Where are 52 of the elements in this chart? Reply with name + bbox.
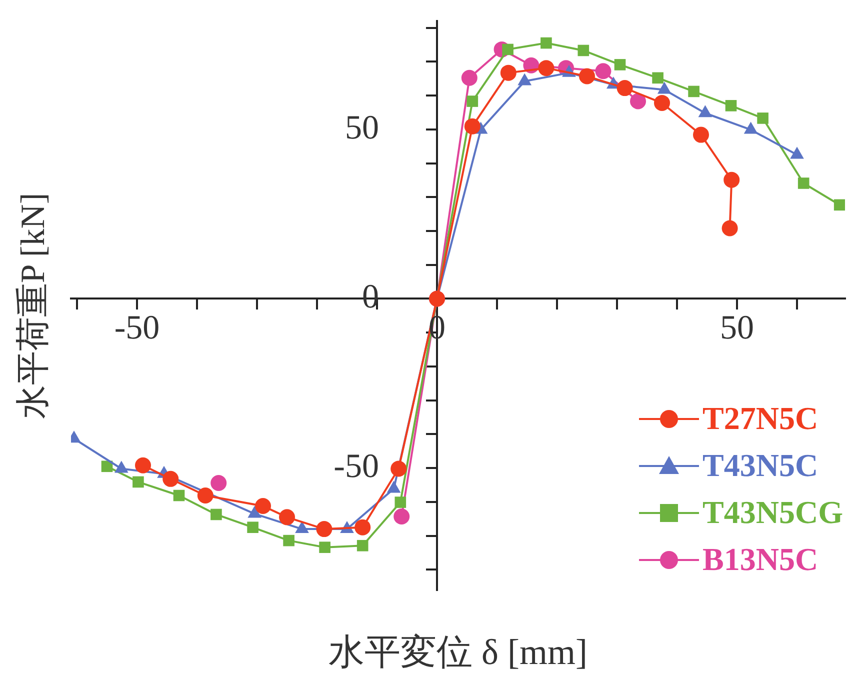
- point: [798, 178, 810, 189]
- point: [210, 508, 222, 520]
- point: [461, 70, 478, 86]
- legend-label: B13N5C: [702, 541, 818, 578]
- point: [132, 476, 144, 488]
- point: [693, 126, 709, 143]
- point: [173, 490, 185, 502]
- point: [579, 68, 595, 84]
- point: [538, 60, 554, 76]
- point: [757, 112, 768, 124]
- point: [464, 118, 480, 134]
- x-tick-label: 50: [720, 310, 754, 347]
- y-tick-label: -50: [334, 448, 379, 485]
- point: [316, 521, 332, 538]
- point: [101, 460, 113, 472]
- point: [500, 64, 516, 81]
- point: [283, 534, 294, 546]
- point: [502, 44, 514, 56]
- point: [319, 542, 330, 553]
- y-tick-label: 50: [345, 109, 379, 146]
- point: [652, 72, 664, 84]
- point: [578, 44, 590, 56]
- point: [354, 519, 371, 536]
- point: [135, 457, 151, 474]
- point: [394, 508, 410, 525]
- point: [356, 540, 368, 552]
- point: [394, 496, 406, 508]
- point: [466, 96, 478, 107]
- point: [595, 63, 612, 80]
- point: [247, 522, 258, 533]
- legend-label: T43N5CG: [702, 494, 843, 531]
- legend-label: T43N5C: [702, 447, 818, 484]
- y-axis-title: 水平荷重P [kN]: [14, 192, 53, 419]
- point: [197, 488, 214, 504]
- x-axis-title: 水平変位 δ [mm]: [328, 631, 588, 674]
- point: [724, 172, 740, 188]
- point: [390, 460, 407, 477]
- point: [162, 470, 179, 487]
- point: [688, 86, 700, 98]
- point: [630, 93, 646, 110]
- point: [540, 37, 552, 49]
- point: [654, 94, 670, 111]
- point: [255, 498, 271, 514]
- point: [210, 474, 227, 491]
- point: [722, 220, 738, 236]
- point: [614, 59, 626, 70]
- legend-label: T27N5C: [702, 400, 818, 437]
- x-tick-label: -50: [114, 310, 160, 347]
- point: [834, 199, 845, 211]
- point: [279, 509, 295, 526]
- point: [616, 80, 633, 96]
- point: [725, 100, 737, 112]
